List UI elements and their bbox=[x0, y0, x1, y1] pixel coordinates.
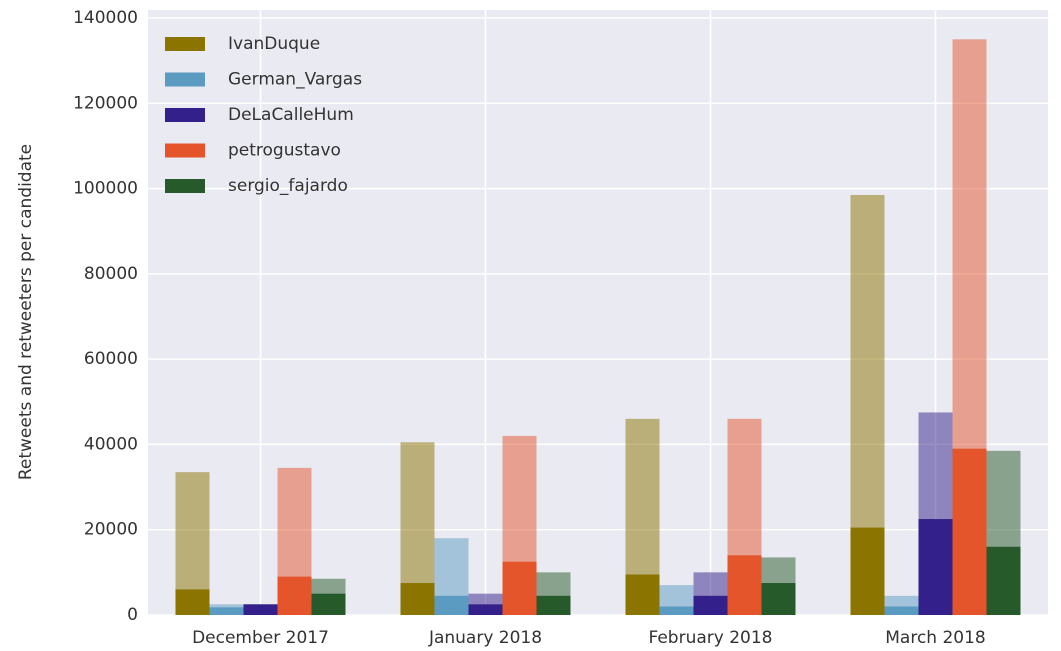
legend-swatch bbox=[165, 143, 205, 158]
x-tick-label: March 2018 bbox=[885, 628, 986, 648]
bar-dark bbox=[243, 604, 278, 615]
bar-dark bbox=[952, 448, 987, 615]
bar-dark bbox=[502, 561, 537, 615]
bar-dark bbox=[850, 527, 885, 615]
bar-dark bbox=[175, 589, 210, 615]
legend-swatch bbox=[165, 72, 205, 87]
bar-dark bbox=[693, 595, 728, 615]
bar-dark bbox=[659, 606, 694, 615]
legend-swatch bbox=[165, 37, 205, 51]
y-tick-label: 100000 bbox=[73, 179, 138, 199]
y-tick-label: 80000 bbox=[84, 264, 138, 284]
y-tick-label: 60000 bbox=[84, 349, 138, 369]
bar-dark bbox=[468, 604, 503, 615]
x-tick-label: December 2017 bbox=[192, 628, 329, 648]
bar-dark bbox=[761, 583, 796, 615]
bar-dark bbox=[536, 595, 571, 615]
x-tick-label: February 2018 bbox=[649, 628, 773, 648]
labels: 0 20000 40000 60000 80000 100000 120000 140000 D… bbox=[73, 8, 986, 648]
legend-swatch bbox=[165, 179, 205, 193]
y-tick-label: 140000 bbox=[73, 8, 138, 28]
legend-swatch bbox=[165, 108, 205, 122]
y-tick-label: 40000 bbox=[84, 434, 138, 454]
legend-label: petrogustavo bbox=[228, 141, 341, 161]
legend-label: German_Vargas bbox=[228, 70, 362, 90]
legend-label: DeLaCalleHum bbox=[228, 105, 354, 125]
bar-dark bbox=[277, 576, 312, 615]
bar-dark bbox=[311, 593, 346, 615]
bar-dark bbox=[434, 595, 469, 615]
x-tick-label: January 2018 bbox=[428, 628, 542, 648]
y-tick-label: 20000 bbox=[84, 520, 138, 540]
bar-dark bbox=[986, 546, 1021, 615]
grid bbox=[148, 10, 1048, 616]
y-tick-label: 120000 bbox=[73, 93, 138, 113]
bar-dark bbox=[400, 583, 435, 615]
bar-dark bbox=[727, 555, 762, 615]
bar-dark bbox=[884, 606, 919, 615]
y-tick-label: 0 bbox=[127, 605, 138, 625]
bar-dark bbox=[625, 574, 660, 615]
legend-label: IvanDuque bbox=[228, 34, 320, 54]
bars bbox=[175, 39, 1021, 616]
bar-dark bbox=[918, 519, 953, 615]
y-axis-label: Retweets and retweeters per candidate bbox=[16, 144, 36, 480]
legend-label: sergio_fajardo bbox=[228, 176, 348, 196]
bar-dark bbox=[209, 607, 244, 615]
